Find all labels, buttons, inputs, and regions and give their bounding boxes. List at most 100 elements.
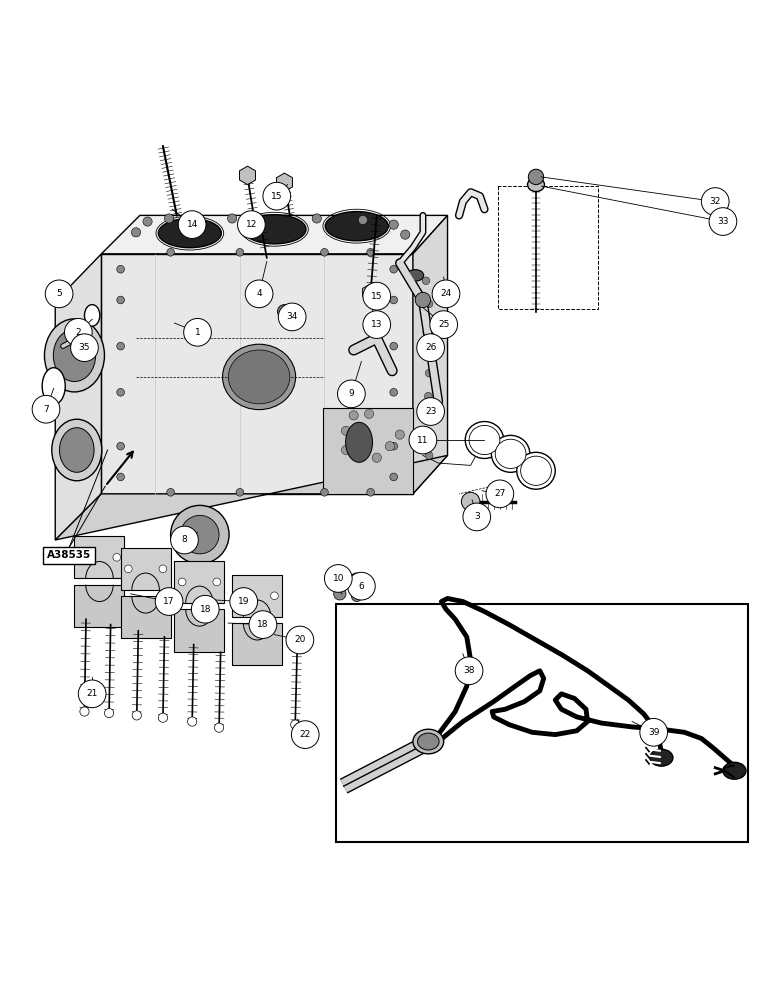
Circle shape — [291, 721, 319, 748]
Text: 32: 32 — [709, 197, 721, 206]
Text: 14: 14 — [187, 220, 198, 229]
Circle shape — [341, 445, 350, 455]
Text: 6: 6 — [358, 582, 364, 591]
Circle shape — [117, 342, 124, 350]
Text: 10: 10 — [333, 574, 344, 583]
Ellipse shape — [516, 452, 555, 489]
Circle shape — [278, 305, 291, 318]
Text: 33: 33 — [717, 217, 729, 226]
Polygon shape — [56, 254, 101, 540]
Text: 5: 5 — [56, 289, 62, 298]
Circle shape — [117, 296, 124, 304]
Circle shape — [230, 588, 258, 615]
Circle shape — [401, 230, 410, 239]
Circle shape — [171, 526, 198, 554]
Circle shape — [32, 395, 60, 423]
Circle shape — [427, 415, 435, 423]
Circle shape — [279, 303, 306, 331]
Circle shape — [425, 300, 433, 308]
Text: 23: 23 — [425, 407, 436, 416]
Circle shape — [337, 380, 365, 408]
Text: 22: 22 — [300, 730, 311, 739]
Text: 34: 34 — [286, 312, 298, 321]
Circle shape — [117, 473, 124, 481]
Circle shape — [188, 717, 197, 726]
Circle shape — [432, 280, 460, 308]
Circle shape — [271, 592, 279, 600]
Circle shape — [390, 342, 398, 350]
Circle shape — [236, 488, 244, 496]
Circle shape — [390, 388, 398, 396]
Circle shape — [425, 369, 433, 377]
Text: 11: 11 — [417, 436, 428, 445]
Circle shape — [415, 292, 431, 308]
Ellipse shape — [346, 422, 373, 462]
Text: 35: 35 — [79, 343, 90, 352]
Circle shape — [181, 515, 219, 554]
Ellipse shape — [325, 212, 388, 241]
Ellipse shape — [466, 422, 503, 458]
Circle shape — [341, 426, 350, 435]
Circle shape — [364, 409, 374, 418]
Ellipse shape — [229, 350, 290, 404]
Ellipse shape — [84, 305, 100, 326]
Circle shape — [290, 720, 300, 729]
Circle shape — [104, 708, 113, 718]
Ellipse shape — [469, 425, 499, 455]
Ellipse shape — [53, 329, 96, 382]
Circle shape — [372, 453, 381, 462]
Circle shape — [78, 553, 86, 561]
Circle shape — [113, 553, 120, 561]
Circle shape — [390, 442, 398, 450]
FancyBboxPatch shape — [336, 604, 747, 842]
Circle shape — [59, 282, 70, 295]
Circle shape — [528, 169, 543, 185]
Polygon shape — [323, 408, 413, 494]
Circle shape — [236, 248, 244, 256]
Circle shape — [349, 411, 358, 420]
Circle shape — [167, 488, 174, 496]
Circle shape — [367, 248, 374, 256]
Circle shape — [389, 220, 398, 229]
Polygon shape — [74, 585, 124, 627]
Circle shape — [65, 318, 92, 346]
Circle shape — [245, 280, 273, 308]
Circle shape — [430, 311, 458, 338]
Text: 15: 15 — [271, 192, 283, 201]
Circle shape — [167, 248, 174, 256]
Circle shape — [320, 248, 328, 256]
Circle shape — [363, 282, 391, 310]
Ellipse shape — [243, 215, 306, 244]
Ellipse shape — [723, 762, 746, 779]
Polygon shape — [101, 254, 413, 494]
Circle shape — [178, 578, 186, 586]
Ellipse shape — [492, 435, 530, 472]
Circle shape — [349, 573, 364, 588]
Ellipse shape — [407, 270, 424, 281]
Circle shape — [709, 208, 736, 235]
Text: A38535: A38535 — [47, 550, 91, 560]
Circle shape — [263, 182, 290, 210]
Circle shape — [347, 572, 375, 600]
Ellipse shape — [650, 749, 673, 766]
Text: 26: 26 — [425, 343, 436, 352]
Circle shape — [409, 426, 437, 454]
Ellipse shape — [413, 729, 444, 754]
Circle shape — [171, 505, 229, 564]
Circle shape — [158, 713, 168, 722]
Ellipse shape — [520, 456, 551, 485]
Circle shape — [363, 311, 391, 338]
Text: 1: 1 — [195, 328, 201, 337]
Circle shape — [427, 344, 435, 352]
Circle shape — [191, 595, 219, 623]
Text: 15: 15 — [371, 292, 382, 301]
Circle shape — [702, 188, 729, 215]
Circle shape — [131, 228, 141, 237]
Text: 19: 19 — [238, 597, 249, 606]
Circle shape — [351, 591, 362, 602]
Circle shape — [236, 592, 244, 600]
Polygon shape — [120, 596, 171, 638]
Ellipse shape — [418, 733, 439, 750]
Circle shape — [286, 626, 313, 654]
Circle shape — [46, 280, 73, 308]
